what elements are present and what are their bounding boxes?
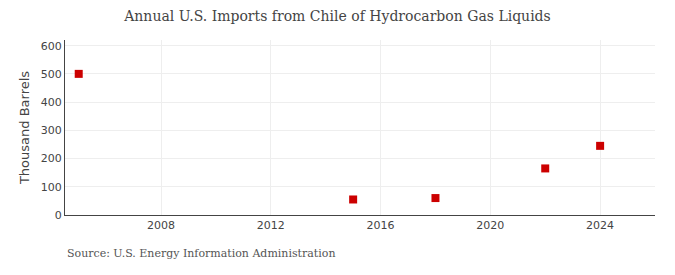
svg-text:200: 200	[41, 152, 62, 165]
svg-text:0: 0	[55, 209, 62, 222]
svg-text:Annual U.S. Imports from Chile: Annual U.S. Imports from Chile of Hydroc…	[123, 8, 551, 24]
svg-text:2024: 2024	[586, 219, 614, 232]
svg-text:500: 500	[41, 68, 62, 81]
svg-text:2020: 2020	[476, 219, 504, 232]
svg-text:300: 300	[41, 124, 62, 137]
svg-text:600: 600	[41, 40, 62, 53]
svg-text:100: 100	[41, 181, 62, 194]
svg-text:2016: 2016	[367, 219, 395, 232]
svg-text:Source: U.S. Energy Informatio: Source: U.S. Energy Information Administ…	[67, 247, 335, 260]
svg-text:400: 400	[41, 96, 62, 109]
svg-text:2008: 2008	[147, 219, 175, 232]
svg-text:Thousand Barrels: Thousand Barrels	[17, 71, 32, 185]
svg-text:2012: 2012	[257, 219, 285, 232]
